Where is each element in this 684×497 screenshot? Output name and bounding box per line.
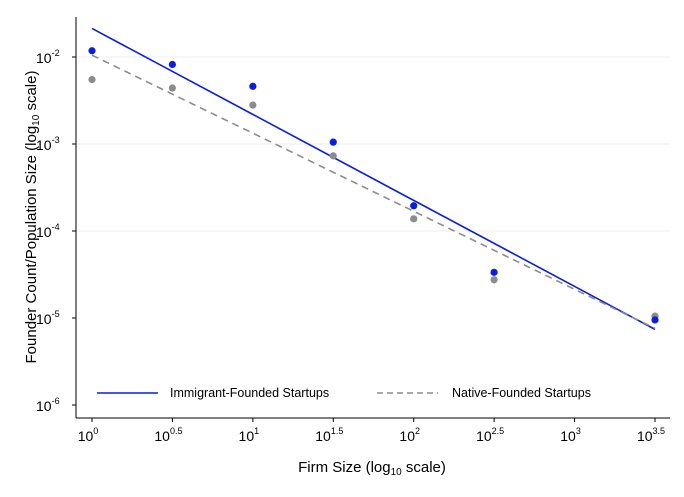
y-tick-label: 10-5 (36, 309, 60, 327)
point-immigrant (410, 202, 418, 210)
x-tick-label: 101 (239, 426, 260, 444)
point-immigrant (490, 268, 498, 276)
fit-line-immigrant (91, 27, 656, 331)
y-tick-label: 10-3 (36, 135, 60, 153)
y-tick-label: 10-2 (36, 48, 60, 66)
y-axis-ticks: 10-2 10-3 10-4 10-5 10-6 (36, 48, 76, 414)
y-tick-label: 10-6 (36, 396, 60, 414)
point-immigrant (249, 82, 257, 90)
point-immigrant (88, 47, 96, 55)
point-native (329, 152, 337, 160)
y-axis-title: Founder Count/Population Size (log10 sca… (23, 71, 42, 364)
legend-label-immigrant: Immigrant-Founded Startups (170, 386, 329, 400)
point-native (249, 101, 257, 109)
grid-lines (76, 56, 670, 232)
x-axis-ticks: 100 100.5 101 101.5 102 102.5 103 103.5 (78, 418, 665, 444)
x-tick-label: 103.5 (637, 426, 665, 444)
x-tick-label: 101.5 (315, 426, 343, 444)
fit-lines (91, 27, 656, 331)
x-tick-label: 100 (78, 426, 99, 444)
x-tick-label: 103 (560, 426, 581, 444)
x-tick-label: 102.5 (476, 426, 504, 444)
data-points (88, 47, 659, 324)
point-native (490, 276, 498, 284)
legend: Immigrant-Founded Startups Native-Founde… (97, 386, 591, 400)
point-immigrant (329, 138, 337, 146)
fit-line-native (91, 54, 656, 330)
point-immigrant (651, 316, 659, 324)
point-native (168, 84, 176, 92)
legend-label-native: Native-Founded Startups (452, 386, 591, 400)
point-native (88, 75, 96, 84)
point-native (410, 215, 418, 223)
y-tick-label: 10-4 (36, 222, 60, 240)
point-immigrant (168, 60, 176, 69)
x-tick-label: 100.5 (154, 426, 182, 444)
x-axis-title: Firm Size (log10 scale) (298, 459, 446, 478)
x-tick-label: 102 (399, 426, 420, 444)
